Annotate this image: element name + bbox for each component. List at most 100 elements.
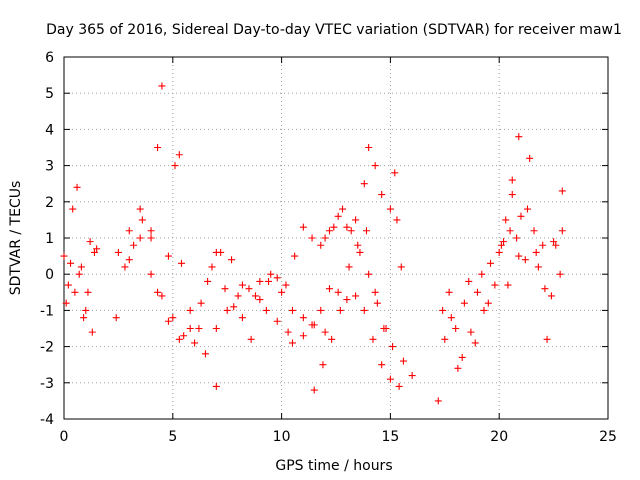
x-axis-label: GPS time / hours	[275, 458, 392, 474]
data-point	[299, 332, 307, 340]
series	[439, 187, 566, 361]
data-point	[373, 299, 381, 307]
data-point	[262, 306, 270, 314]
data-point	[517, 212, 525, 220]
data-point	[550, 238, 558, 246]
data-point	[360, 180, 368, 188]
data-point	[267, 270, 275, 278]
x-tick-label: 10	[273, 429, 291, 445]
plot-frame	[63, 56, 609, 420]
data-point	[154, 144, 162, 151]
series	[114, 234, 220, 390]
data-point	[391, 169, 399, 177]
data-point	[147, 270, 155, 278]
data-point	[523, 205, 531, 213]
data-point	[256, 296, 264, 304]
y-tick-label: -3	[40, 376, 54, 392]
data-point	[343, 223, 351, 231]
data-point	[317, 306, 325, 314]
y-tick-label: 4	[45, 122, 54, 138]
data-point	[147, 227, 155, 235]
data-point	[114, 248, 122, 256]
data-point	[164, 252, 172, 260]
data-point	[345, 263, 353, 271]
data-point	[354, 241, 362, 249]
data-point	[352, 292, 360, 300]
data-point	[386, 205, 394, 213]
data-point	[382, 325, 390, 332]
data-point	[458, 353, 466, 361]
data-point	[88, 328, 96, 336]
data-point	[175, 335, 183, 343]
data-point	[73, 183, 81, 191]
chart-title: Day 365 of 2016, Sidereal Day-to-day VTE…	[46, 22, 622, 38]
data-point	[321, 328, 329, 336]
data-point	[478, 270, 486, 278]
data-point	[82, 306, 90, 314]
data-point	[273, 274, 281, 282]
data-point	[378, 361, 386, 369]
y-tick-label: 5	[45, 86, 54, 102]
data-point	[121, 263, 129, 271]
data-point	[506, 227, 514, 235]
data-point	[365, 270, 373, 278]
data-point	[238, 314, 246, 322]
data-point	[386, 375, 394, 383]
x-tick-label: 15	[381, 429, 399, 445]
data-point	[317, 241, 325, 249]
data-point	[389, 343, 397, 351]
data-point	[454, 364, 462, 372]
data-point	[158, 82, 166, 90]
data-point	[208, 263, 216, 271]
x-tick-label: 5	[168, 429, 177, 445]
data-point	[204, 277, 212, 285]
data-point	[310, 386, 318, 394]
data-point	[138, 216, 146, 224]
series	[125, 205, 292, 343]
y-tick-label: -2	[40, 340, 54, 356]
data-point	[234, 292, 242, 300]
series	[504, 227, 564, 300]
data-point	[447, 314, 455, 322]
data-point	[397, 263, 405, 271]
series	[62, 245, 101, 336]
data-point	[80, 314, 88, 322]
data-point	[308, 321, 316, 329]
series	[321, 169, 405, 332]
data-point	[547, 292, 555, 300]
data-point	[330, 223, 338, 231]
series	[178, 248, 290, 343]
data-point	[325, 285, 333, 293]
data-point	[508, 176, 516, 184]
axis-ticks: 0 5 10 15 20 25 -4 -3 -2 -1 0 1 2 3 4 5 6	[40, 50, 617, 445]
data-point	[221, 285, 229, 293]
data-point	[71, 288, 79, 296]
data-point	[64, 281, 72, 289]
data-point	[191, 339, 199, 347]
data-point	[178, 259, 186, 267]
data-point	[86, 238, 94, 246]
data-point	[321, 234, 329, 242]
y-tick-label: 2	[45, 195, 54, 211]
series	[212, 270, 329, 336]
data-point	[288, 339, 296, 347]
series	[112, 82, 183, 322]
data-point	[539, 241, 547, 249]
data-point	[558, 187, 566, 195]
data-point	[125, 227, 133, 235]
data-point	[169, 314, 177, 322]
data-point	[75, 270, 83, 278]
data-point	[291, 252, 299, 260]
data-point	[228, 256, 236, 264]
data-point	[62, 299, 70, 307]
data-point	[67, 259, 75, 267]
data-point	[256, 277, 264, 285]
data-point	[212, 248, 220, 256]
data-point	[362, 227, 370, 235]
data-point	[273, 317, 281, 325]
data-point	[125, 256, 133, 264]
data-point	[180, 332, 188, 340]
y-tick-label: 3	[45, 159, 54, 175]
data-point	[299, 314, 307, 322]
data-point	[93, 245, 101, 253]
